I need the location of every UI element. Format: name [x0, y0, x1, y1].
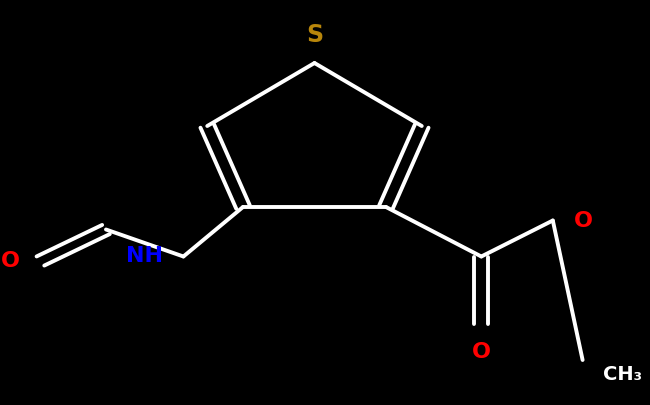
Text: CH₃: CH₃: [603, 364, 642, 384]
Text: O: O: [472, 342, 491, 362]
Text: NH: NH: [125, 247, 162, 266]
Text: S: S: [306, 23, 323, 47]
Text: O: O: [574, 211, 593, 230]
Text: O: O: [1, 251, 19, 271]
